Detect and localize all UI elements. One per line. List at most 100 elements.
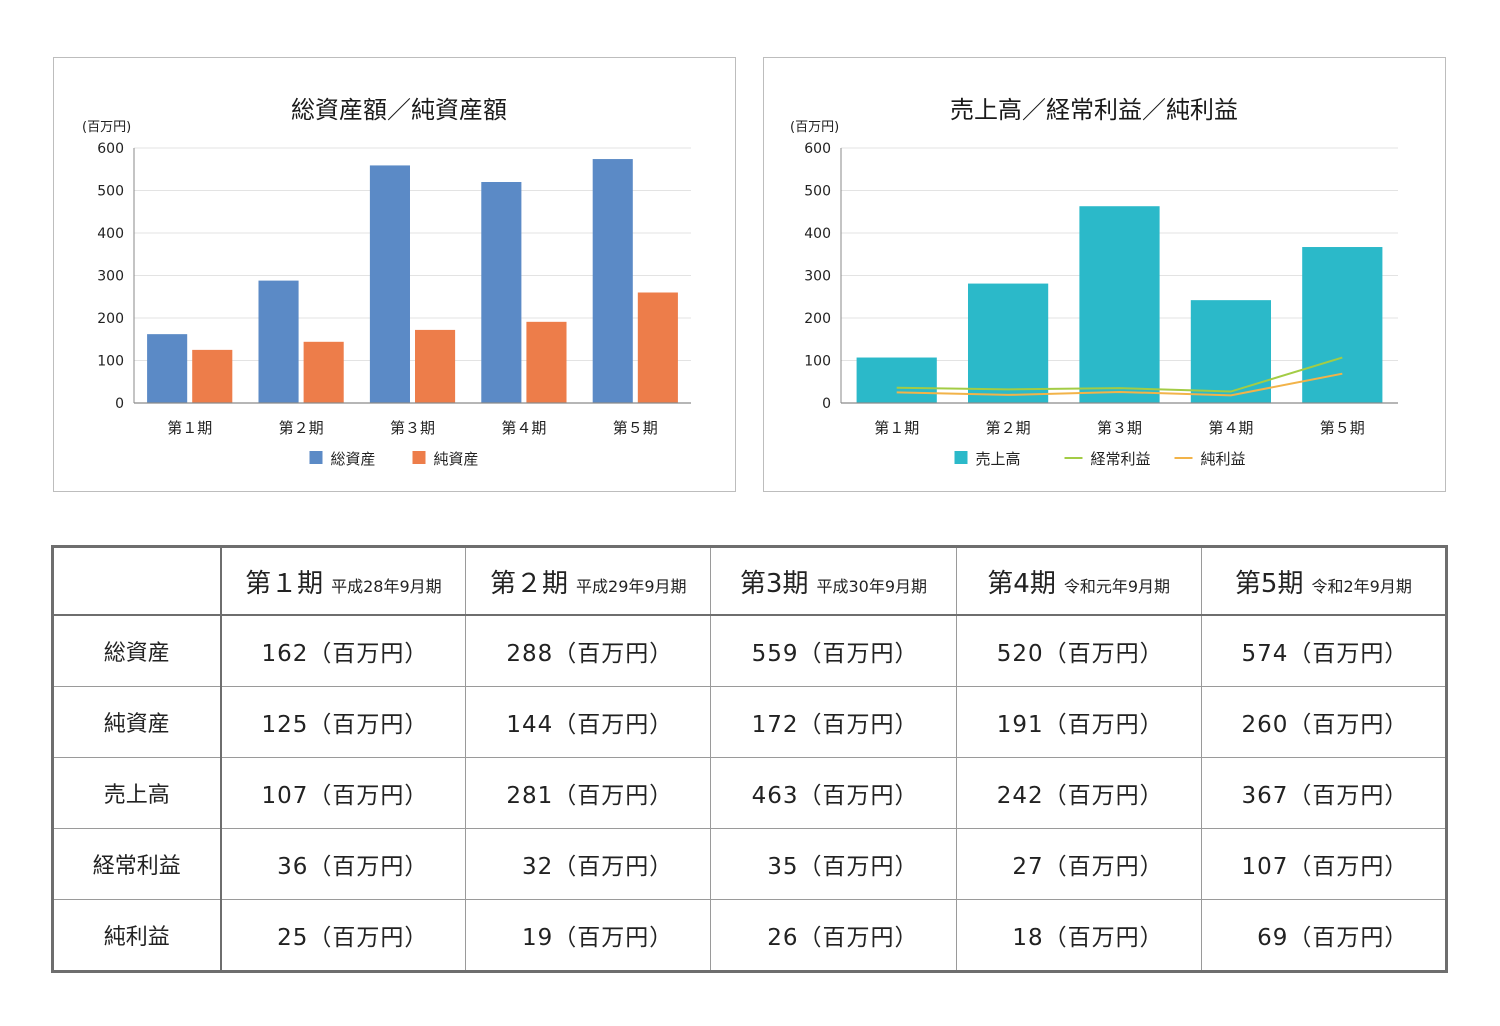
bar-総資産 — [592, 159, 633, 403]
bar-総資産 — [147, 334, 188, 403]
table-cell: 281（百万円） — [465, 757, 712, 829]
table-cell: 19（百万円） — [465, 899, 712, 972]
period-header: 第１期 平成28年9月期 — [219, 546, 467, 616]
assets-chart: 総資産額／純資産額 (百万円) 0 100 200 300 400 500 600 第１期 第２… — [82, 96, 691, 468]
bar-総資産 — [369, 165, 410, 403]
y-tick-label: 200 — [97, 311, 124, 327]
cell-value: 25（百万円） — [277, 925, 429, 951]
table-cell: 172（百万円） — [710, 686, 957, 758]
cell-value: 191（百万円） — [996, 712, 1164, 738]
period-label: 第3期 — [739, 568, 809, 599]
cell-value: 574（百万円） — [1241, 641, 1409, 667]
y-tick-label: 400 — [97, 226, 124, 242]
y-tick-label: 300 — [804, 269, 831, 285]
table-row: 売上高 107（百万円） 281（百万円） 463（百万円） 242（百万円） 367（百… — [52, 757, 1448, 829]
period-date: 平成30年9月期 — [816, 576, 928, 596]
table-cell: 260（百万円） — [1200, 686, 1448, 758]
period-label: 第4期 — [987, 568, 1056, 599]
cell-value: 69（百万円） — [1257, 925, 1409, 951]
cell-value: 32（百万円） — [522, 854, 674, 880]
legend-swatch — [412, 451, 426, 464]
line-純利益 — [896, 372, 1343, 397]
y-tick-label: 0 — [822, 396, 831, 412]
table-cell: 559（百万円） — [710, 614, 957, 687]
table-cell: 242（百万円） — [955, 757, 1202, 829]
legend-swatch — [954, 451, 968, 464]
y-tick-label: 500 — [97, 184, 124, 200]
cell-value: 144（百万円） — [506, 712, 674, 738]
y-tick-label: 100 — [97, 354, 124, 370]
table-cell: 35（百万円） — [710, 828, 957, 900]
table-body: 総資産 162（百万円） 288（百万円） 559（百万円） 520（百万円） 574（百… — [52, 614, 1448, 972]
table-row: 純利益 25（百万円） 19（百万円） 26（百万円） 18（百万円） 69（百万円） — [52, 899, 1448, 972]
row-label: 純資産 — [52, 686, 222, 758]
cell-value: 260（百万円） — [1241, 712, 1409, 738]
table-cell: 107（百万円） — [219, 757, 467, 829]
x-tick-label: 第４期 — [1208, 419, 1253, 437]
period-date: 平成28年9月期 — [331, 576, 442, 596]
assets-chart-panel: 総資産額／純資産額 (百万円) 0 100 200 300 400 500 600 第１期 第２… — [53, 57, 736, 492]
legend-label: 純利益 — [1201, 450, 1246, 468]
bar-総資産 — [481, 182, 522, 403]
table-row: 総資産 162（百万円） 288（百万円） 559（百万円） 520（百万円） 574（百… — [52, 614, 1448, 687]
table-cell: 125（百万円） — [219, 686, 467, 758]
table-cell: 463（百万円） — [710, 757, 957, 829]
bar-売上高 — [967, 283, 1049, 403]
cell-value: 19（百万円） — [522, 925, 674, 951]
cell-value: 107（百万円） — [1241, 854, 1409, 880]
legend-label: 経常利益 — [1091, 450, 1151, 468]
cell-value: 281（百万円） — [506, 783, 674, 809]
cell-value: 107（百万円） — [261, 783, 429, 809]
cell-value: 463（百万円） — [751, 783, 919, 809]
chart-title: 売上高／経常利益／純利益 — [950, 96, 1238, 124]
sales-chart-panel: 売上高／経常利益／純利益 (百万円) 0 100 200 300 400 500 600 第１… — [763, 57, 1446, 492]
table-cell: 26（百万円） — [710, 899, 957, 972]
table-header-row: 第１期 平成28年9月期 第２期 平成29年9月期 第3期 平成30年9月期 第4期令… — [52, 546, 1448, 616]
y-unit-label: (百万円) — [790, 120, 839, 135]
bar-売上高 — [1302, 247, 1383, 403]
period-date: 平成29年9月期 — [576, 576, 687, 596]
table-row: 経常利益 36（百万円） 32（百万円） 35（百万円） 27（百万円） 107（百万円） — [52, 828, 1448, 900]
cell-value: 559（百万円） — [751, 641, 919, 667]
row-label: 売上高 — [52, 757, 222, 829]
x-tick-label: 第１期 — [874, 419, 919, 437]
y-unit-label: (百万円) — [82, 120, 131, 135]
period-date: 令和元年9月期 — [1063, 576, 1171, 596]
table-cell: 25（百万円） — [219, 899, 467, 972]
cell-value: 35（百万円） — [767, 854, 919, 880]
period-header: 第4期 令和元年9月期 — [955, 546, 1202, 616]
table-cell: 367（百万円） — [1200, 757, 1448, 829]
table-cell: 144（百万円） — [465, 686, 712, 758]
y-tick-label: 300 — [97, 269, 124, 285]
bar-純資産 — [303, 341, 344, 403]
table-cell: 288（百万円） — [465, 614, 712, 687]
x-tick-label: 第１期 — [167, 419, 212, 437]
y-tick-label: 400 — [804, 226, 831, 242]
legend-label: 純資産 — [434, 450, 479, 468]
table-cell: 107（百万円） — [1200, 828, 1448, 900]
bar-売上高 — [856, 357, 937, 403]
bar-総資産 — [258, 280, 299, 403]
cell-value: 27（百万円） — [1012, 854, 1164, 880]
x-tick-label: 第２期 — [986, 419, 1031, 437]
cell-value: 288（百万円） — [506, 641, 674, 667]
y-tick-label: 600 — [97, 141, 124, 157]
table-cell: 27（百万円） — [955, 828, 1202, 900]
bar-純資産 — [192, 349, 233, 403]
bar-純資産 — [637, 292, 678, 403]
sales-chart: 売上高／経常利益／純利益 (百万円) 0 100 200 300 400 500 600 第１… — [790, 96, 1398, 468]
bar-売上高 — [1079, 206, 1160, 403]
table-cell: 574（百万円） — [1200, 614, 1448, 687]
y-tick-label: 600 — [804, 141, 831, 157]
cell-value: 26（百万円） — [767, 925, 919, 951]
legend-label: 売上高 — [976, 450, 1021, 468]
table-cell: 191（百万円） — [955, 686, 1202, 758]
period-header: 第5期 令和2年9月期 — [1200, 546, 1448, 616]
period-label: 第２期 — [490, 568, 569, 599]
y-tick-label: 500 — [804, 184, 831, 200]
period-header: 第２期 平成29年9月期 — [465, 546, 712, 616]
legend-swatch — [309, 451, 323, 464]
chart-title: 総資産額／純資産額 — [291, 96, 507, 124]
row-label: 経常利益 — [52, 828, 222, 900]
x-tick-label: 第３期 — [390, 419, 435, 437]
